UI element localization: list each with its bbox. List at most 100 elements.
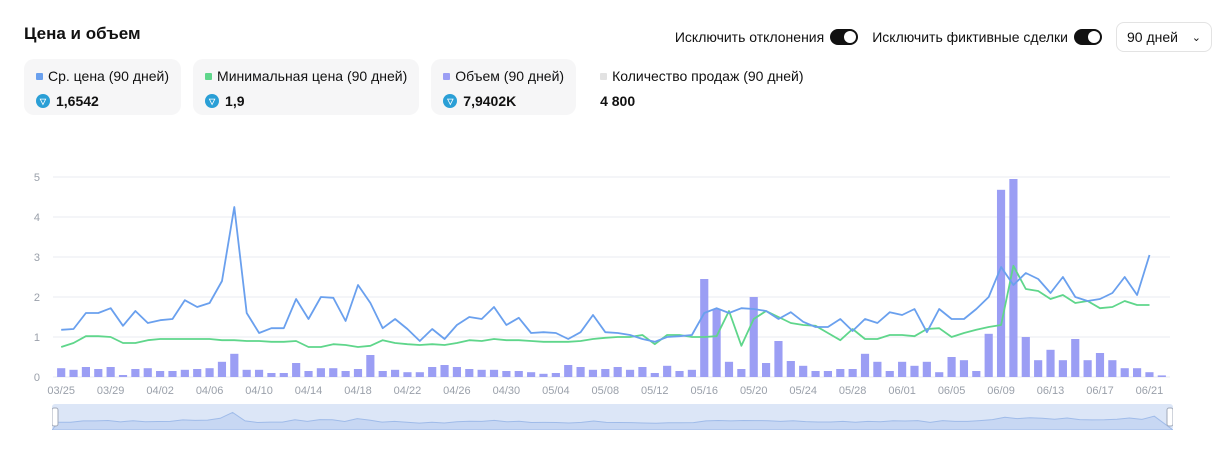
x-tick-label: 03/25: [47, 385, 75, 397]
min-price-line: [60, 264, 1150, 348]
volume-bar: [638, 367, 647, 377]
volume-bar: [217, 361, 227, 377]
period-select-value: 90 дней: [1127, 29, 1178, 45]
x-tick-label: 03/29: [97, 385, 125, 397]
volume-bar: [1034, 360, 1043, 377]
volume-bar: [625, 369, 635, 377]
volume-bar: [230, 353, 239, 377]
volume-bar: [700, 279, 709, 377]
stat-sales-count-label: Количество продаж (90 дней): [612, 68, 804, 84]
volume-bar: [1058, 360, 1067, 377]
volume-bar: [57, 368, 66, 377]
volume-bar: [947, 357, 956, 377]
volume-bar: [205, 368, 214, 377]
price-volume-chart: 0 1 2 3 4 5 03/25 03/29 04/02 04/06 04/10 04/14 04/1…: [34, 172, 1170, 397]
volume-bar: [452, 367, 461, 377]
volume-bar: [366, 355, 375, 377]
x-tick-label: 04/26: [443, 385, 471, 397]
volume-bar: [848, 369, 857, 377]
x-tick-label: 05/04: [542, 385, 570, 397]
volume-bar: [403, 372, 412, 377]
navigator-handle[interactable]: [51, 407, 59, 427]
volume-bar: [1083, 360, 1092, 377]
volume-bar: [156, 371, 165, 377]
stat-min-price: Минимальная цена (90 дней) ▽ 1,9: [193, 59, 420, 115]
volume-bar: [996, 189, 1006, 377]
y-tick-label: 4: [34, 212, 40, 224]
volume-bar: [1071, 339, 1080, 377]
volume-bar: [860, 353, 870, 377]
exclude-fake-switch[interactable]: [1074, 29, 1102, 45]
volume-bar: [1157, 375, 1166, 377]
stat-volume: Объем (90 дней) ▽ 7,9402K: [431, 59, 577, 115]
volume-bar: [724, 361, 734, 377]
volume-bar: [81, 367, 90, 377]
volume-bar: [341, 371, 350, 377]
ton-icon: ▽: [36, 94, 50, 108]
x-tick-label: 06/05: [938, 385, 966, 397]
volume-bar: [749, 297, 758, 377]
x-tick-label: 06/01: [888, 385, 916, 397]
stat-avg-price-label: Ср. цена (90 дней): [48, 68, 170, 84]
volume-bar: [576, 367, 585, 377]
stat-min-price-value: 1,9: [225, 93, 245, 109]
x-tick-label: 05/20: [740, 385, 768, 397]
volume-bar: [180, 369, 189, 377]
volume-bar: [428, 367, 437, 377]
exclude-fake-toggle[interactable]: Исключить фиктивные сделки: [872, 29, 1102, 45]
exclude-outliers-switch[interactable]: [830, 29, 859, 45]
volume-bar: [910, 365, 919, 377]
volume-bar: [292, 363, 301, 377]
volume-bar: [131, 369, 140, 377]
chart-title: Цена и объем: [24, 24, 141, 43]
legend-swatch-avg: [36, 72, 43, 80]
volume-bar: [1145, 372, 1154, 377]
x-tick-label: 04/06: [196, 385, 224, 397]
navigator-preview: [50, 407, 1175, 431]
volume-bar: [94, 369, 103, 377]
period-select[interactable]: 90 дней ⌄: [1116, 22, 1212, 52]
volume-bar: [1009, 179, 1018, 377]
legend-swatch-min: [205, 72, 213, 80]
volume-bar: [279, 373, 288, 377]
volume-bar: [143, 368, 152, 377]
volume-bar: [687, 369, 696, 377]
stat-volume-label: Объем (90 дней): [455, 68, 565, 84]
x-tick-label: 04/18: [344, 385, 372, 397]
volume-bar: [254, 369, 264, 377]
volume-bar: [935, 372, 944, 377]
volume-bar: [539, 373, 548, 377]
exclude-outliers-toggle[interactable]: Исключить отклонения: [675, 29, 859, 45]
volume-bar: [118, 375, 128, 377]
navigator-handle[interactable]: [1166, 407, 1174, 427]
y-tick-label: 1: [34, 332, 40, 344]
x-tick-label: 06/17: [1086, 385, 1114, 397]
x-tick-label: 04/14: [295, 385, 323, 397]
volume-bar: [1108, 360, 1117, 377]
volume-bar: [873, 361, 882, 377]
volume-bar: [984, 333, 993, 377]
avg-price-line: [61, 206, 1151, 343]
volume-bar: [193, 369, 202, 377]
volume-bar: [675, 371, 684, 377]
y-tick-label: 0: [34, 372, 40, 384]
volume-bar: [885, 371, 894, 377]
x-tick-label: 04/30: [493, 385, 521, 397]
volume-bar: [922, 361, 931, 377]
stat-sales-count: Количество продаж (90 дней) 4 800: [588, 59, 815, 115]
volume-bar: [972, 371, 981, 377]
x-tick-label: 04/02: [146, 385, 174, 397]
volume-bar: [465, 369, 474, 377]
range-navigator[interactable]: [50, 404, 1175, 431]
stats-row: Ср. цена (90 дней) ▽ 1,6542 Минимальная ц…: [24, 59, 828, 115]
y-tick-label: 2: [34, 292, 40, 304]
stat-avg-price: Ср. цена (90 дней) ▽ 1,6542: [24, 59, 182, 115]
volume-bar: [168, 371, 177, 377]
volume-bar: [1120, 368, 1129, 377]
volume-bar: [712, 309, 721, 377]
stat-min-price-label: Минимальная цена (90 дней): [217, 68, 408, 84]
volume-bar: [1095, 353, 1105, 377]
stat-avg-price-value: 1,6542: [56, 93, 99, 109]
volume-bar: [836, 369, 845, 377]
x-tick-label: 04/10: [245, 385, 273, 397]
